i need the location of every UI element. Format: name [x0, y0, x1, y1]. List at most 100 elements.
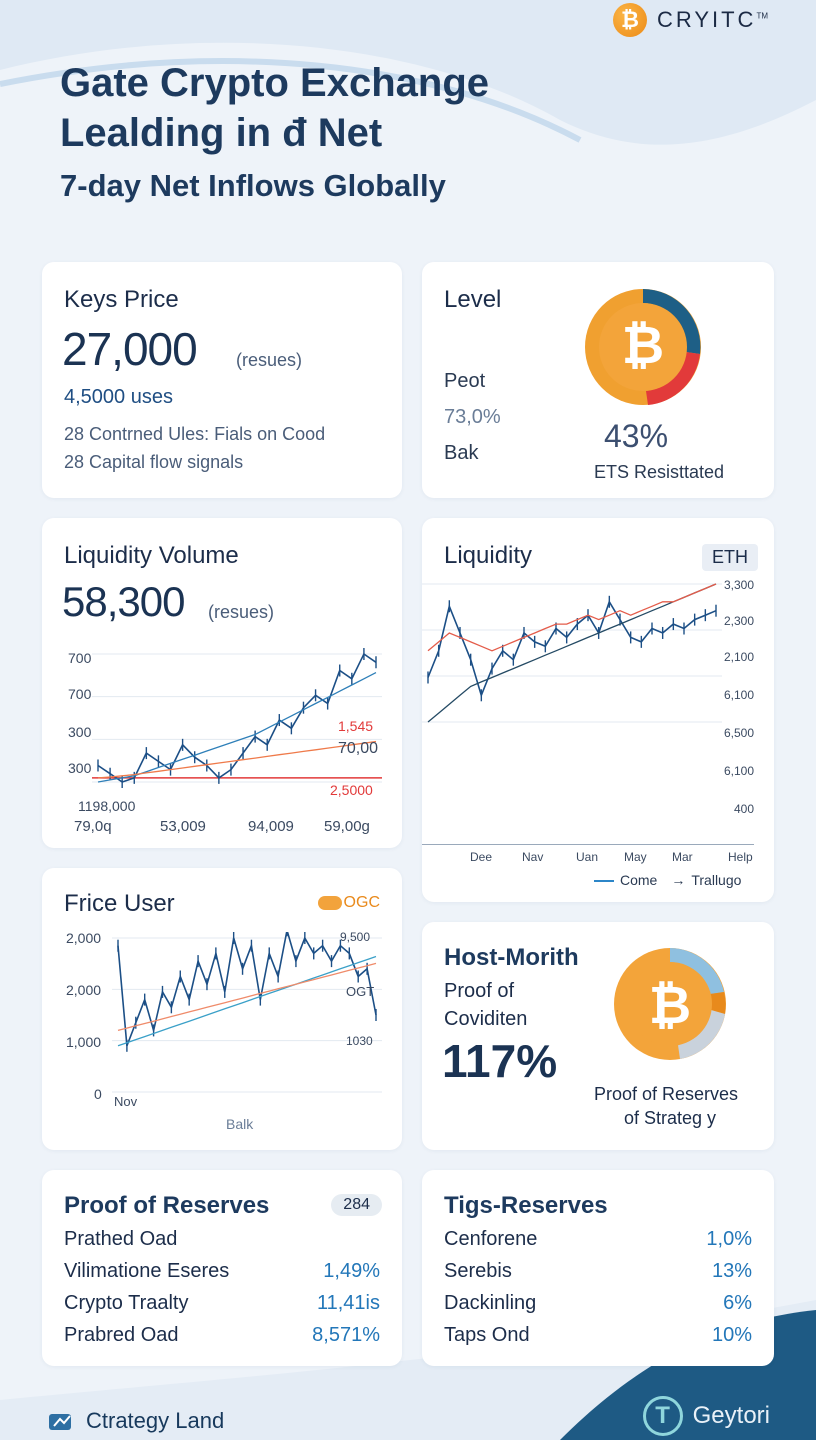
- level-ring-segment-dark: [643, 289, 701, 354]
- level-donut-chart: [585, 289, 701, 405]
- series-line-2: [427, 583, 717, 723]
- liquidity-volume-value: 58,300: [62, 578, 185, 625]
- key-price-note: (resues): [236, 350, 303, 370]
- level-ring-segment-red: [646, 352, 700, 405]
- arrow-right-icon: →: [671, 872, 686, 888]
- brand-name: CRYITCTM: [656, 7, 768, 32]
- hero-subtitle: 7-day Net Inflows Globally: [60, 168, 446, 203]
- chart-right-label: 2,5000: [330, 782, 373, 798]
- brand-header: ₿ CRYITCTM: [612, 2, 768, 38]
- y-tick-label: 2,300: [723, 614, 754, 628]
- chart-right-label: 9,500: [340, 930, 371, 944]
- chart-right-label: 1030: [346, 1034, 373, 1048]
- y-tick-label: 2,000: [66, 930, 102, 946]
- hero-title-line2: Lealding in đ Net: [60, 111, 383, 155]
- card-liquidity: Liquidity ETH 3,300 2,300 2,100 6,100 6,…: [422, 518, 774, 902]
- series-line-1: [427, 599, 717, 698]
- footer-right-text: Geytori: [692, 1402, 770, 1429]
- host-pct: 117%: [442, 1035, 558, 1087]
- liquidity-chart: [422, 583, 722, 723]
- card-title: Proof of Reserves: [64, 1192, 270, 1219]
- host-ring-segment-blue: [670, 948, 724, 994]
- chart-left-value: 1198,000: [78, 798, 136, 814]
- bitcoin-icon: ₿: [648, 977, 692, 1035]
- legend-item-come: Come: [594, 872, 657, 888]
- card-tigs-reserves: Tigs-Reserves Cenforene 1,0% Serebis 13% D…: [422, 1170, 774, 1366]
- y-tick-label: 300: [68, 724, 92, 740]
- x-tick-label: May: [624, 850, 647, 864]
- eth-badge[interactable]: ETH: [702, 544, 758, 571]
- series-line-2: [97, 672, 377, 783]
- footer-brand-right[interactable]: T Geytori: [642, 1396, 770, 1436]
- host-ring-segment-grey: [678, 1010, 725, 1059]
- list-item: Prathed Oad: [64, 1228, 178, 1250]
- y-tick-label: 400: [733, 802, 754, 816]
- chart-right-label: 70,00: [338, 740, 379, 757]
- level-row-2: 73,0%: [444, 406, 501, 428]
- host-ring-segment-orange: [710, 992, 726, 1014]
- series-line-1: [97, 652, 377, 783]
- host-donut-chart: [614, 948, 726, 1060]
- host-line-1: Proof of: [444, 980, 515, 1002]
- list-item: Taps Ond 10%: [444, 1324, 752, 1346]
- y-tick-label: 2,100: [723, 650, 754, 664]
- card-title: Frice User: [64, 890, 175, 917]
- card-title: Keys Price: [64, 286, 179, 313]
- strategy-logo-icon: [49, 1414, 71, 1430]
- list-item: Dackinling 6%: [444, 1292, 752, 1314]
- key-price-line-1: 28 Contrned Ules: Fials on Cood: [64, 424, 326, 444]
- list-item: Crypto Traalty 11,41is: [64, 1292, 380, 1314]
- x-tick-label: Help: [728, 850, 753, 864]
- series-line-3: [427, 583, 717, 652]
- card-title: Host-Morith: [444, 944, 579, 971]
- legend: Come → Trallugo: [594, 872, 741, 888]
- key-price-sub: 4,5000 uses: [64, 386, 173, 408]
- ogc-badge[interactable]: OGC: [317, 894, 380, 912]
- chart-right-label: OGT: [346, 984, 375, 999]
- key-price-value: 27,000: [62, 323, 198, 375]
- x-tick-label: 79,0q: [74, 818, 112, 835]
- list-item: Cenforene 1,0%: [444, 1228, 752, 1250]
- list-item: Serebis 13%: [444, 1260, 752, 1282]
- y-tick-label: 700: [68, 650, 92, 666]
- card-title: Tigs-Reserves: [444, 1192, 608, 1219]
- y-tick-label: 300: [68, 760, 92, 776]
- card-price-user: Frice User OGC 2,000 2,000 1,000 0 9,500…: [42, 868, 402, 1150]
- list-item: Prabred Oad 8,571%: [64, 1324, 380, 1346]
- x-axis-line: [422, 844, 754, 845]
- x-tick-label: 59,00g: [324, 818, 370, 835]
- y-tick-label: 0: [94, 1086, 102, 1102]
- card-proof-reserves: Proof of Reserves 284 Prathed Oad Vilima…: [42, 1170, 402, 1366]
- bitcoin-icon: ₿: [612, 3, 647, 37]
- x-tick-label: Uan: [576, 850, 599, 864]
- level-caption: ETS Resisttated: [594, 462, 725, 482]
- card-title: Liquidity: [444, 542, 533, 569]
- y-tick-label: 6,100: [723, 764, 754, 778]
- card-level: Level Peot 73,0% Bak ₿ 43% ETS Resisttat…: [422, 262, 774, 498]
- level-pct: 43%: [604, 418, 669, 454]
- geytori-logo-icon: T: [642, 1396, 683, 1436]
- y-tick-label: 6,500: [723, 726, 754, 740]
- level-row-1: Peot: [444, 370, 486, 392]
- list-item: Vilimatione Eseres 1,49%: [64, 1260, 380, 1282]
- proof-badge[interactable]: 284: [331, 1194, 382, 1216]
- series-line-2: [117, 955, 377, 1047]
- liquidity-volume-note: (resues): [208, 602, 275, 622]
- footer-left-text: Ctrategy Land: [86, 1408, 225, 1433]
- legend-swatch: [594, 880, 614, 883]
- x-tick-label: Mar: [672, 850, 693, 864]
- card-key-price: Keys Price 27,000 (resues) 4,5000 uses 2…: [42, 262, 402, 498]
- card-liquidity-volume: Liquidity Volume 58,300 (resues) 700 700…: [42, 518, 402, 848]
- hero: Gate Crypto Exchange Lealding in đ Net 7…: [60, 58, 700, 206]
- x-tick-label: 94,009: [248, 818, 294, 835]
- card-title: Level: [444, 286, 502, 313]
- price-user-chart: [112, 932, 382, 1093]
- bitcoin-icon: ₿: [621, 317, 665, 375]
- footer-brand-left[interactable]: Ctrategy Land: [48, 1406, 224, 1436]
- x-tick-label: Nav: [522, 850, 544, 864]
- host-line-2: Coviditen: [444, 1008, 528, 1030]
- y-tick-label: 2,000: [66, 982, 102, 998]
- series-line-3: [97, 740, 377, 779]
- ogc-pill-icon: [317, 896, 342, 910]
- series-line-3: [117, 962, 377, 1032]
